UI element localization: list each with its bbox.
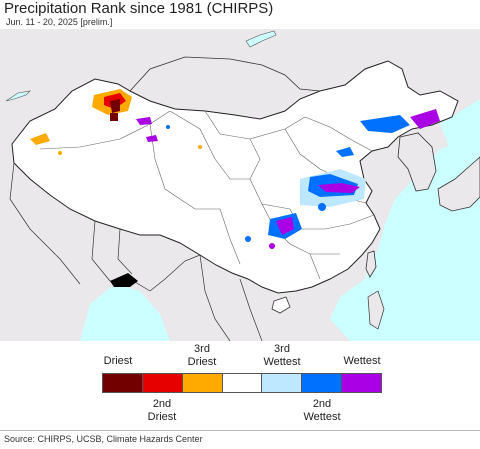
legend-color-bar bbox=[102, 373, 382, 393]
legend-label-3rd-wettest: 3rd Wettest bbox=[263, 343, 301, 368]
page-title: Precipitation Rank since 1981 (CHIRPS) bbox=[4, 0, 274, 17]
hainan-land bbox=[271, 296, 291, 314]
sea-of-japan bbox=[440, 99, 480, 149]
japan-land bbox=[437, 156, 480, 212]
legend-swatch-3rd-wettest bbox=[262, 374, 303, 392]
bangladesh-dry bbox=[110, 273, 138, 287]
legend-label-3rd-driest: 3rd Driest bbox=[187, 343, 217, 368]
bay-of-bengal bbox=[80, 284, 170, 341]
legend-swatch-3rd-driest bbox=[182, 374, 223, 392]
legend-swatch-driest bbox=[103, 374, 143, 392]
legend-swatch-2nd-driest bbox=[142, 374, 183, 392]
dry-anomalies bbox=[30, 89, 202, 155]
date-range-subtitle: Jun. 11 - 20, 2025 [prelim.] bbox=[6, 17, 113, 27]
philippines-land bbox=[367, 290, 385, 330]
source-credit: Source: CHIRPS, UCSB, Climate Hazards Ce… bbox=[4, 434, 203, 444]
legend-swatch-normal bbox=[222, 374, 263, 392]
legend-swatch-wettest bbox=[342, 374, 382, 392]
legend-label-2nd-driest: 2nd Driest bbox=[147, 398, 177, 423]
legend-label-driest: Driest bbox=[103, 355, 133, 367]
precipitation-rank-map bbox=[0, 29, 480, 341]
taiwan-land bbox=[365, 250, 377, 278]
legend-label-2nd-wettest: 2nd Wettest bbox=[303, 398, 341, 423]
mongolia-border bbox=[129, 56, 321, 92]
lake-balkhash bbox=[5, 90, 31, 102]
ocean-east bbox=[330, 134, 480, 341]
legend-swatch-2nd-wettest bbox=[302, 374, 343, 392]
korea-land bbox=[397, 132, 437, 192]
map-svg bbox=[5, 30, 480, 341]
footer: Source: CHIRPS, UCSB, Climate Hazards Ce… bbox=[0, 430, 480, 449]
lake-baikal bbox=[245, 30, 277, 48]
wet-anomalies bbox=[136, 109, 440, 249]
legend-label-wettest: Wettest bbox=[343, 355, 381, 367]
